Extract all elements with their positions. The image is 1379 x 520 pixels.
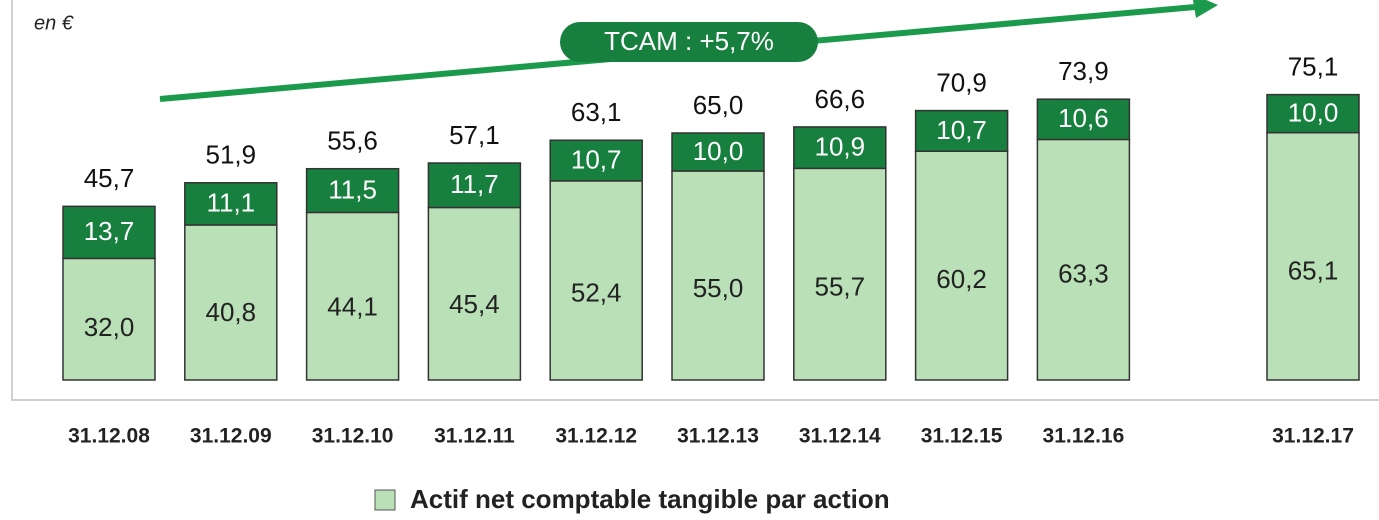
value-label: 45,4 [449, 289, 500, 319]
bar-segment [671, 170, 765, 381]
total-label: 70,9 [936, 67, 987, 97]
total-label: 57,1 [449, 120, 500, 150]
value-label: 10,6 [1058, 103, 1109, 133]
bar-segment [793, 126, 887, 170]
bar-segment [549, 180, 643, 381]
total-label: 73,9 [1058, 56, 1109, 86]
value-label: 11,1 [206, 188, 255, 218]
arrow-head [1193, 0, 1218, 18]
total-label: 65,0 [693, 90, 744, 120]
bar-segment [671, 132, 765, 172]
value-label: 10,0 [1288, 97, 1339, 127]
x-tick-label: 31.12.09 [190, 425, 272, 448]
bar-segment [62, 205, 156, 260]
value-label: 55,7 [814, 272, 865, 302]
x-tick-label: 31.12.13 [677, 425, 759, 448]
value-label: 11,5 [328, 174, 377, 204]
bar-segment [549, 139, 643, 182]
legend-label: Actif net comptable tangible par action [410, 484, 890, 514]
value-label: 55,0 [693, 273, 744, 303]
total-label: 63,1 [571, 97, 622, 127]
value-label: 32,0 [84, 312, 135, 342]
value-label: 44,1 [327, 291, 378, 321]
value-label: 63,3 [1058, 259, 1109, 289]
value-label: 60,2 [936, 264, 987, 294]
value-label: 10,7 [936, 115, 987, 145]
legend-swatch [374, 489, 396, 511]
x-tick-label: 31.12.08 [68, 425, 150, 448]
x-tick-label: 31.12.17 [1272, 425, 1354, 448]
total-label: 55,6 [327, 126, 378, 156]
value-label: 40,8 [205, 297, 256, 327]
value-label: 10,7 [571, 144, 622, 174]
x-tick-label: 31.12.11 [434, 425, 515, 448]
total-label: 66,6 [814, 84, 865, 114]
bar-segment [914, 109, 1009, 152]
total-label: 45,7 [84, 163, 135, 193]
value-label: 11,7 [450, 169, 499, 199]
bar-segment [305, 211, 400, 381]
annotation-pill [560, 22, 818, 62]
x-tick-label: 31.12.12 [555, 425, 637, 448]
frame [11, 0, 1379, 401]
annotation: TCAM : +5,7% [604, 26, 774, 56]
total-label: 51,9 [205, 140, 256, 170]
bar-segment [793, 167, 887, 381]
value-label: 52,4 [571, 277, 622, 307]
bar-segment [184, 224, 278, 381]
x-tick-label: 31.12.10 [312, 425, 394, 448]
bar-segment [184, 182, 278, 226]
unit-note: en € [34, 12, 74, 34]
value-label: 10,9 [814, 132, 865, 162]
value-label: 13,7 [84, 216, 135, 246]
bar-segment [427, 162, 522, 209]
bar-segment [305, 167, 400, 214]
bar-segment [1266, 131, 1360, 381]
bar-segment [1036, 98, 1131, 141]
x-tick-label: 31.12.15 [921, 425, 1003, 448]
bar-segment [1266, 93, 1360, 134]
total-label: 75,1 [1288, 51, 1339, 81]
x-tick-label: 31.12.14 [799, 425, 881, 448]
value-label: 65,1 [1288, 256, 1339, 286]
x-tick-label: 31.12.16 [1043, 425, 1125, 448]
bar-segment [62, 257, 156, 381]
value-label: 10,0 [693, 136, 744, 166]
